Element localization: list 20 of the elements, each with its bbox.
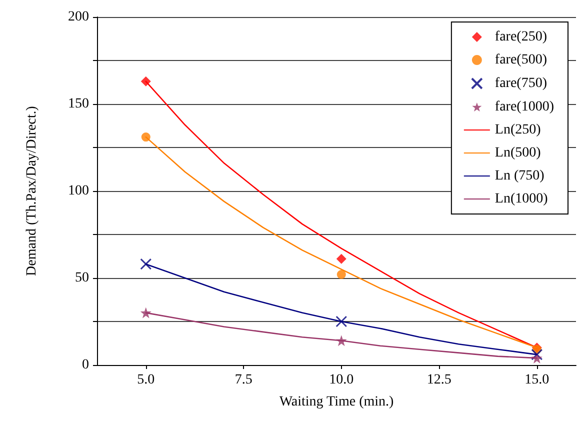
y-tick-label: 50	[75, 270, 89, 286]
x-axis-title: Waiting Time (min.)	[279, 394, 394, 410]
legend-label: fare(500)	[494, 52, 548, 68]
legend-label: Ln(1000)	[494, 191, 548, 206]
x-tick-label: 10.0	[329, 372, 354, 388]
y-axis-title: Demand (Th.Pax/Day/Direct.)	[24, 106, 40, 276]
legend-label: fare(1000)	[494, 99, 554, 114]
x-tick-label: 12.5	[426, 372, 452, 388]
legend-label: fare(250)	[494, 30, 548, 44]
legend-label: Ln(250)	[494, 122, 542, 138]
x-tick-label: 15.0	[524, 372, 550, 388]
x-tick-label: 7.5	[234, 372, 252, 388]
legend-label: Ln(500)	[494, 145, 542, 160]
y-tick-label: 0	[82, 358, 89, 372]
x-tick-label: 5.0	[137, 372, 155, 388]
y-tick-label: 150	[68, 96, 89, 112]
y-tick-label: 200	[68, 10, 89, 24]
legend-label: fare(750)	[494, 76, 548, 91]
legend-label: Ln (750)	[494, 168, 545, 184]
y-tick-label: 100	[68, 184, 89, 198]
